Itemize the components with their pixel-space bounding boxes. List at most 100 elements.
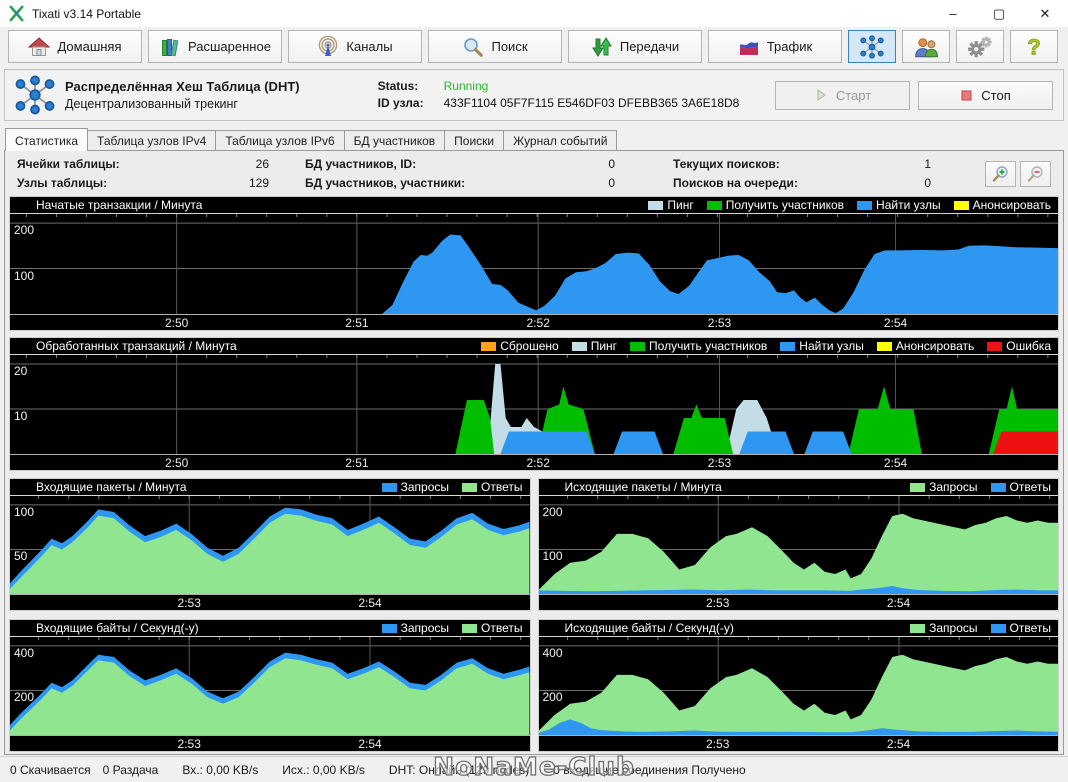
chart-header: Начатые транзакции / Минута Пинг Получить … xyxy=(10,197,1058,214)
tab-журнал-событий[interactable]: Журнал событий xyxy=(503,130,618,151)
legend-label: Сброшено xyxy=(500,339,559,353)
stat-value: 26 xyxy=(255,157,269,171)
legend-item: Найти узлы xyxy=(857,198,941,212)
zoom-out-search-button[interactable] xyxy=(1020,160,1051,187)
x-tick-label: 2:50 xyxy=(164,456,189,470)
x-tick-label: 2:54 xyxy=(886,596,911,610)
chart-title: Обработанных транзакций / Минута xyxy=(36,339,237,353)
settings-icon-button[interactable] xyxy=(956,30,1004,63)
y-tick-label: 10 xyxy=(14,409,28,423)
stat-label: Поисков на очереди: xyxy=(673,176,798,190)
y-tick-label: 50 xyxy=(14,549,28,564)
legend-label: Анонсировать xyxy=(972,198,1051,212)
stat-label: Узлы таблицы: xyxy=(17,176,108,190)
chart-legend: Пинг Получить участников Найти узлы Анонсир… xyxy=(648,198,1058,212)
chart-title: Исходящие пакеты / Минута xyxy=(564,480,722,494)
x-tick-label: 2:50 xyxy=(164,316,189,330)
x-tick-label: 2:53 xyxy=(177,737,201,751)
legend-item: Ответы xyxy=(462,621,523,635)
tab-бд-участников[interactable]: БД участников xyxy=(343,130,446,151)
stat-value: 1 xyxy=(924,157,931,171)
chart-plot: 400 200 xyxy=(538,637,1058,735)
legend-swatch xyxy=(630,341,646,351)
legend-swatch xyxy=(381,482,397,492)
start-button[interactable]: Старт xyxy=(775,80,910,110)
users-icon-button[interactable] xyxy=(902,30,950,63)
tab-таблица-узлов-ipv4[interactable]: Таблица узлов IPv4 xyxy=(87,130,217,151)
minimize-button[interactable]: – xyxy=(949,6,957,21)
status-item-1: 0 Раздача xyxy=(102,762,159,777)
tab-поиски[interactable]: Поиски xyxy=(444,130,505,151)
legend-label: Ответы xyxy=(481,480,523,494)
shared-button[interactable]: Расшаренное xyxy=(148,30,282,63)
y-tick-label: 400 xyxy=(542,645,563,660)
traffic-button-label: Трафик xyxy=(766,39,813,54)
start-button-label: Старт xyxy=(835,87,872,103)
x-tick-label: 2:53 xyxy=(707,456,732,470)
x-tick-label: 2:52 xyxy=(526,456,550,470)
traffic-button[interactable]: Трафик xyxy=(708,30,842,63)
watermark: NoNaMe-Club xyxy=(432,751,635,781)
chart-title: Начатые транзакции / Минута xyxy=(36,198,203,212)
x-tick-label: 2:54 xyxy=(883,456,908,470)
legend-item: Ответы xyxy=(990,480,1051,494)
chart-x-axis: 2:53 2:54 xyxy=(10,735,530,751)
stat-label: Ячейки таблицы: xyxy=(17,157,120,171)
chart-incoming-bytes: Входящие байты / Секунд(-у) Запросы Ответы… xyxy=(9,619,531,752)
chart-incoming-packets: Входящие пакеты / Минута Запросы Ответы 100… xyxy=(9,478,531,611)
x-tick-label: 2:54 xyxy=(883,316,908,330)
tab-таблица-узлов-ipv6[interactable]: Таблица узлов IPv6 xyxy=(215,130,345,151)
legend-label: Пинг xyxy=(590,339,618,353)
shared-button-label: Расшаренное xyxy=(188,39,271,54)
stats-group-1: Ячейки таблицы: 26 Узлы таблицы: 129 xyxy=(17,156,269,191)
chart-plot: 200 100 xyxy=(10,214,1058,314)
dht-status-block: Status: Running ID узла: 433F1104 05F7F1… xyxy=(378,78,740,112)
legend-label: Ошибка xyxy=(1006,339,1051,353)
channels-button[interactable]: Каналы xyxy=(288,30,422,63)
home-button[interactable]: Домашняя xyxy=(8,30,142,63)
maximize-button[interactable]: ▢ xyxy=(992,5,1006,21)
close-button[interactable]: ✕ xyxy=(1039,5,1051,21)
stat-value: 0 xyxy=(608,176,615,190)
help-icon-button[interactable]: ? xyxy=(1010,30,1058,63)
x-tick-label: 2:51 xyxy=(345,456,369,470)
stop-button[interactable]: Стоп xyxy=(918,80,1053,110)
channels-icon xyxy=(317,35,339,58)
legend-label: Пинг xyxy=(667,198,694,212)
stats-group-3: Текущих поисков: 1 Поисков на очереди: 0 xyxy=(673,156,931,191)
tab-статистика[interactable]: Статистика xyxy=(5,128,89,151)
chart-legend: Запросы Ответы xyxy=(910,480,1058,494)
x-tick-label: 2:54 xyxy=(886,737,911,751)
legend-label: Найти узлы xyxy=(799,339,864,353)
x-tick-label: 2:54 xyxy=(358,737,382,751)
svg-text:?: ? xyxy=(1027,35,1040,59)
dht-subtitle: Децентрализованный трекинг xyxy=(65,97,238,111)
chart-plot: 400 200 xyxy=(10,637,530,735)
chart-header: Входящие пакеты / Минута Запросы Ответы xyxy=(10,479,530,496)
zoom-in-search-button[interactable] xyxy=(985,160,1016,187)
dht-title: Распределённая Хеш Таблица (DHT) xyxy=(65,79,300,94)
legend-label: Ответы xyxy=(1009,480,1051,494)
chart-plot: 200 100 xyxy=(538,496,1058,594)
dht-icon-button[interactable] xyxy=(848,30,896,63)
chart-x-axis: 2:53 2:54 xyxy=(538,735,1058,751)
app-icon xyxy=(8,5,25,22)
search-button[interactable]: Поиск xyxy=(428,30,562,63)
y-tick-label: 100 xyxy=(542,549,563,564)
transfers-button[interactable]: Передачи xyxy=(568,30,702,63)
chart-x-axis: 2:50 2:51 2:52 2:53 2:54 xyxy=(10,454,1058,470)
home-icon xyxy=(28,36,51,58)
legend-swatch xyxy=(462,623,478,633)
legend-swatch xyxy=(571,341,587,351)
window-controls: – ▢ ✕ xyxy=(930,0,1068,27)
legend-item: Запросы xyxy=(910,480,978,494)
legend-swatch xyxy=(381,623,397,633)
legend-swatch xyxy=(857,200,873,210)
chart-x-axis: 2:50 2:51 2:52 2:53 2:54 xyxy=(10,314,1058,330)
y-tick-label: 100 xyxy=(14,268,35,283)
legend-swatch xyxy=(780,341,796,351)
legend-item: Пинг xyxy=(648,198,694,212)
legend-item: Получить участников xyxy=(706,198,844,212)
status-item-5: 0 входящие соединения Получено xyxy=(553,762,746,777)
y-tick-label: 100 xyxy=(14,504,35,519)
